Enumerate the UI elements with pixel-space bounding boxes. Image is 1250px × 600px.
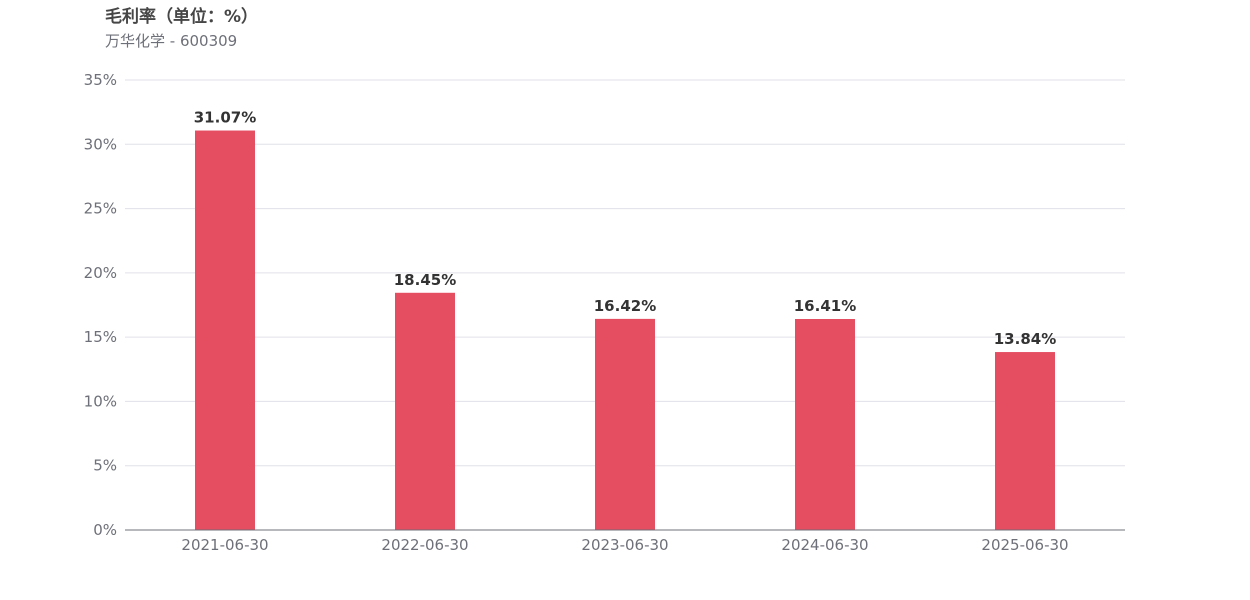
y-tick-label: 25% — [84, 200, 117, 218]
x-tick-label: 2022-06-30 — [381, 536, 468, 554]
chart-title: 毛利率（单位：%） — [105, 7, 259, 27]
x-tick-label: 2025-06-30 — [981, 536, 1068, 554]
x-tick-label: 2023-06-30 — [581, 536, 668, 554]
bar — [995, 352, 1055, 530]
y-tick-label: 15% — [84, 328, 117, 346]
bar — [395, 292, 455, 530]
y-tick-label: 10% — [84, 392, 117, 410]
data-label: 16.41% — [794, 297, 856, 315]
data-label: 13.84% — [994, 330, 1056, 348]
bar — [195, 130, 255, 530]
y-tick-label: 0% — [93, 521, 117, 539]
bar — [595, 318, 655, 530]
data-label: 31.07% — [194, 109, 256, 127]
y-tick-label: 35% — [84, 71, 117, 89]
bar — [795, 319, 855, 530]
y-tick-label: 30% — [84, 135, 117, 153]
x-tick-label: 2021-06-30 — [181, 536, 268, 554]
x-tick-label: 2024-06-30 — [781, 536, 868, 554]
data-label: 18.45% — [394, 271, 456, 289]
chart-subtitle: 万华化学 - 600309 — [105, 32, 238, 50]
y-tick-label: 20% — [84, 264, 117, 282]
y-tick-label: 5% — [93, 457, 117, 475]
data-label: 16.42% — [594, 297, 656, 315]
